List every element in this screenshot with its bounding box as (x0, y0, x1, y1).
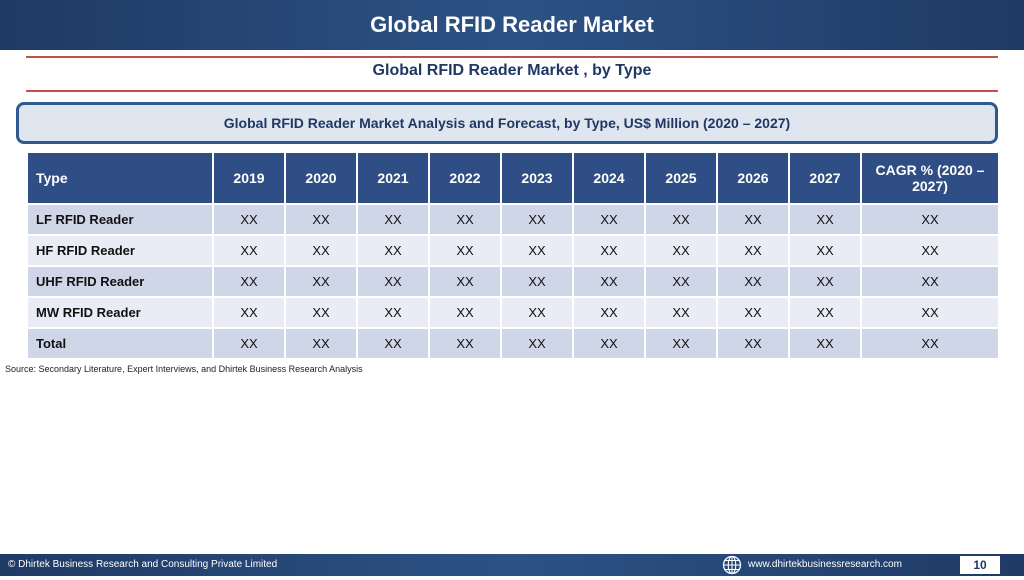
table-cell: XX (284, 234, 358, 267)
row-label: MW RFID Reader (26, 296, 214, 329)
table-cell: XX (356, 296, 430, 329)
table-cell: XX (356, 265, 430, 298)
table-cell: XX (572, 327, 646, 360)
table-cell: XX (356, 203, 430, 236)
table-header-row: Type 2019 2020 2021 2022 2023 2024 2025 … (26, 151, 1000, 205)
row-label: LF RFID Reader (26, 203, 214, 236)
table-cell: XX (716, 234, 790, 267)
header-cagr: CAGR % (2020 – 2027) (860, 151, 1000, 205)
table-cell: XX (572, 203, 646, 236)
table-cell: XX (572, 265, 646, 298)
section-subtitle: Global RFID Reader Market , by Type (372, 62, 652, 79)
table-cell: XX (860, 234, 1000, 267)
table-cell: XX (788, 234, 862, 267)
table-row: HF RFID Reader XX XX XX XX XX XX XX XX X… (26, 234, 1000, 267)
table-cell: XX (860, 265, 1000, 298)
header-2020: 2020 (284, 151, 358, 205)
table-cell: XX (500, 327, 574, 360)
divider-bottom (26, 90, 998, 92)
table-cell: XX (212, 234, 286, 267)
table-row: MW RFID Reader XX XX XX XX XX XX XX XX X… (26, 296, 1000, 329)
table-cell: XX (356, 327, 430, 360)
header-2025: 2025 (644, 151, 718, 205)
table-cell: XX (284, 327, 358, 360)
table-cell: XX (716, 265, 790, 298)
footer-bar: © Dhirtek Business Research and Consulti… (0, 554, 1024, 576)
table-row: UHF RFID Reader XX XX XX XX XX XX XX XX … (26, 265, 1000, 298)
market-table: Type 2019 2020 2021 2022 2023 2024 2025 … (26, 151, 1000, 360)
table-cell: XX (356, 234, 430, 267)
table-cell: XX (428, 234, 502, 267)
table-cell: XX (860, 203, 1000, 236)
table-cell: XX (212, 296, 286, 329)
globe-icon (722, 555, 742, 575)
row-label: Total (26, 327, 214, 360)
row-label: HF RFID Reader (26, 234, 214, 267)
table-cell: XX (644, 327, 718, 360)
table-cell: XX (716, 327, 790, 360)
header-2026: 2026 (716, 151, 790, 205)
table-cell: XX (644, 296, 718, 329)
table-cell: XX (500, 234, 574, 267)
row-label: UHF RFID Reader (26, 265, 214, 298)
page-number: 10 (960, 556, 1000, 574)
table-cell: XX (428, 327, 502, 360)
table-cell: XX (284, 265, 358, 298)
header-type: Type (26, 151, 214, 205)
header-2022: 2022 (428, 151, 502, 205)
header-2021: 2021 (356, 151, 430, 205)
header-2019: 2019 (212, 151, 286, 205)
table-cell: XX (788, 327, 862, 360)
title-bar: Global RFID Reader Market (0, 0, 1024, 50)
table-cell: XX (572, 234, 646, 267)
page-title: Global RFID Reader Market (370, 12, 654, 37)
header-2024: 2024 (572, 151, 646, 205)
table-cell: XX (212, 203, 286, 236)
table-cell: XX (788, 265, 862, 298)
table-cell: XX (716, 296, 790, 329)
copyright-text: © Dhirtek Business Research and Consulti… (8, 559, 278, 570)
table-caption: Global RFID Reader Market Analysis and F… (16, 102, 998, 144)
table-cell: XX (788, 203, 862, 236)
table-cell: XX (500, 265, 574, 298)
table-cell: XX (428, 203, 502, 236)
table-cell: XX (860, 296, 1000, 329)
table-cell: XX (500, 296, 574, 329)
source-note: Source: Secondary Literature, Expert Int… (5, 364, 363, 374)
table-caption-text: Global RFID Reader Market Analysis and F… (223, 115, 791, 131)
table-cell: XX (212, 265, 286, 298)
table-row-total: Total XX XX XX XX XX XX XX XX XX XX (26, 327, 1000, 360)
table-cell: XX (644, 265, 718, 298)
header-2027: 2027 (788, 151, 862, 205)
table-cell: XX (860, 327, 1000, 360)
table-cell: XX (428, 296, 502, 329)
table-cell: XX (284, 203, 358, 236)
table-cell: XX (644, 234, 718, 267)
table-cell: XX (716, 203, 790, 236)
table-cell: XX (212, 327, 286, 360)
header-2023: 2023 (500, 151, 574, 205)
website-link[interactable]: www.dhirtekbusinessresearch.com (748, 559, 902, 570)
table-cell: XX (572, 296, 646, 329)
divider-top (26, 56, 998, 58)
table-row: LF RFID Reader XX XX XX XX XX XX XX XX X… (26, 203, 1000, 236)
table-cell: XX (644, 203, 718, 236)
table-cell: XX (788, 296, 862, 329)
table-cell: XX (500, 203, 574, 236)
table-cell: XX (284, 296, 358, 329)
table-cell: XX (428, 265, 502, 298)
